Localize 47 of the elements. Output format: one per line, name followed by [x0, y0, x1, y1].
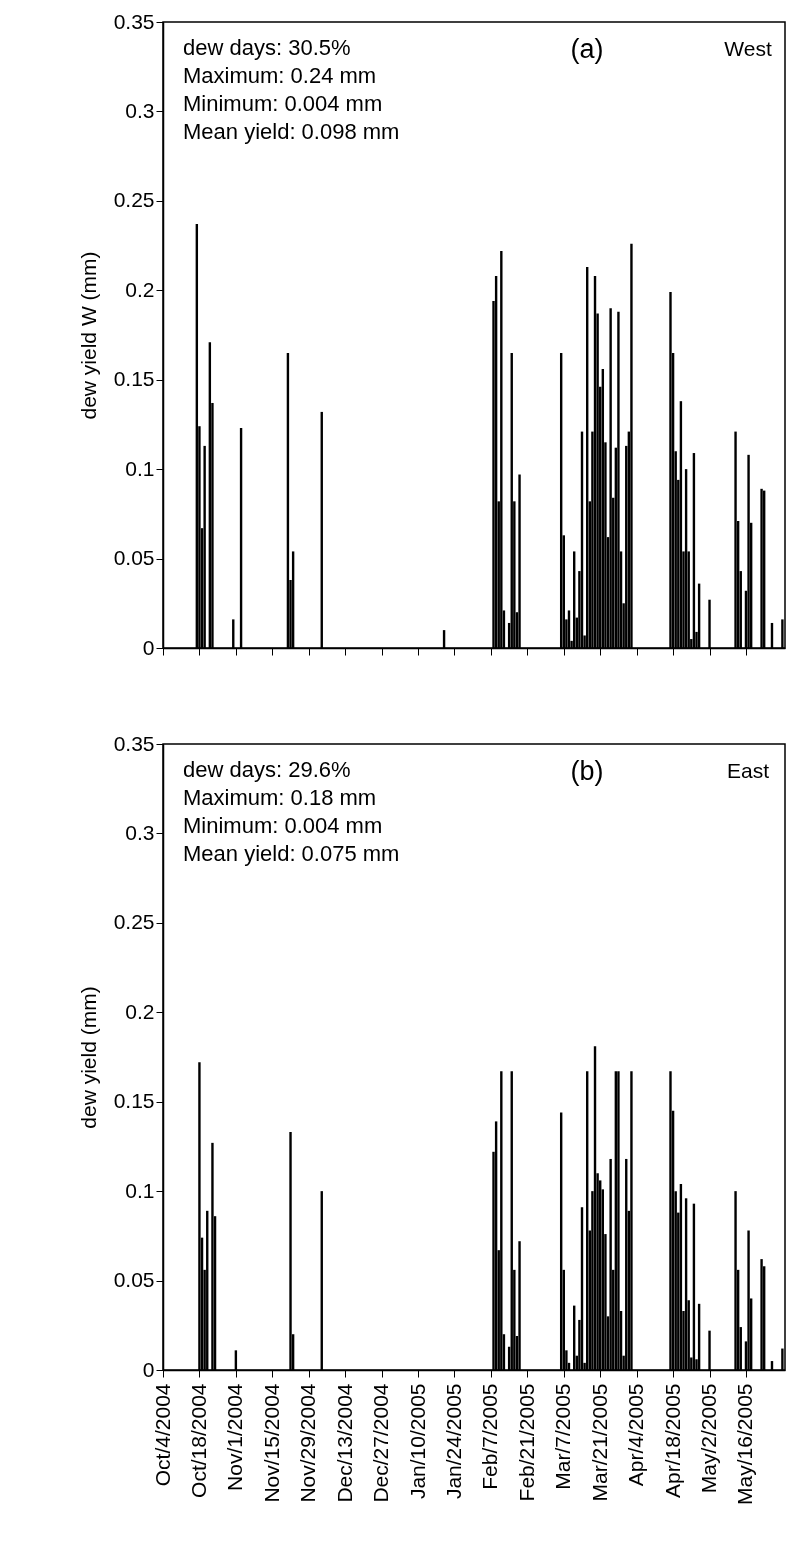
- x-tick-label: Apr/18/2005: [660, 1383, 684, 1498]
- y-tick-label: 0.15: [113, 367, 155, 391]
- x-tick-label: Jan/24/2005: [441, 1383, 465, 1500]
- y-tick-label: 0.1: [125, 456, 155, 480]
- y-tick-label: 0.25: [113, 910, 155, 934]
- y-tick-label: 0.2: [125, 999, 155, 1023]
- x-tick-label: Dec/27/2004: [369, 1383, 393, 1503]
- y-tick-label: 0: [142, 635, 155, 659]
- y-tick-label: 0.25: [113, 188, 155, 212]
- y-tick-label: 0.3: [125, 98, 155, 122]
- x-tick-label: Mar/7/2005: [551, 1383, 575, 1490]
- annotation: East: [726, 759, 770, 782]
- y-tick-label: 0.2: [125, 277, 155, 301]
- x-tick-label: Feb/7/2005: [478, 1383, 502, 1490]
- annotation: Mean yield: 0.098 mm: [183, 119, 400, 144]
- y-tick-label: 0.15: [113, 1089, 155, 1113]
- annotation: Minimum: 0.004 mm: [183, 813, 383, 838]
- x-tick-label: Apr/4/2005: [624, 1383, 648, 1487]
- y-tick-label: 0.3: [125, 820, 155, 844]
- x-tick-label: Nov/1/2004: [223, 1383, 247, 1491]
- x-tick-label: Jan/10/2005: [405, 1383, 429, 1500]
- annotation: dew days: 29.6%: [183, 757, 351, 782]
- y-tick-label: 0.05: [113, 546, 155, 570]
- x-tick-label: Nov/15/2004: [259, 1383, 283, 1503]
- annotation: West: [724, 37, 772, 60]
- y-tick-label: 0: [142, 1357, 155, 1381]
- y-axis-title: dew yield (mm): [76, 986, 100, 1129]
- x-tick-label: May/2/2005: [697, 1383, 721, 1494]
- x-tick-label: May/16/2005: [733, 1383, 757, 1505]
- x-tick-label: Feb/21/2005: [514, 1383, 538, 1502]
- annotation: Minimum: 0.004 mm: [183, 91, 383, 116]
- x-tick-label: Oct/4/2004: [150, 1383, 174, 1487]
- x-tick-label: Oct/18/2004: [186, 1383, 210, 1498]
- x-tick-label: Dec/13/2004: [332, 1383, 356, 1503]
- annotation: (a): [570, 34, 604, 64]
- annotation: dew days: 30.5%: [183, 35, 351, 60]
- annotation: Maximum: 0.24 mm: [183, 63, 377, 88]
- y-tick-label: 0.35: [113, 731, 155, 755]
- annotation: Mean yield: 0.075 mm: [183, 841, 400, 866]
- x-tick-label: Nov/29/2004: [296, 1383, 320, 1503]
- annotation: Maximum: 0.18 mm: [183, 785, 377, 810]
- y-tick-label: 0.35: [113, 9, 155, 33]
- y-axis-title: dew yield W (mm): [76, 251, 100, 420]
- annotation: (b): [570, 756, 604, 786]
- x-tick-label: Mar/21/2005: [587, 1383, 611, 1502]
- y-tick-label: 0.05: [113, 1268, 155, 1292]
- y-tick-label: 0.1: [125, 1178, 155, 1202]
